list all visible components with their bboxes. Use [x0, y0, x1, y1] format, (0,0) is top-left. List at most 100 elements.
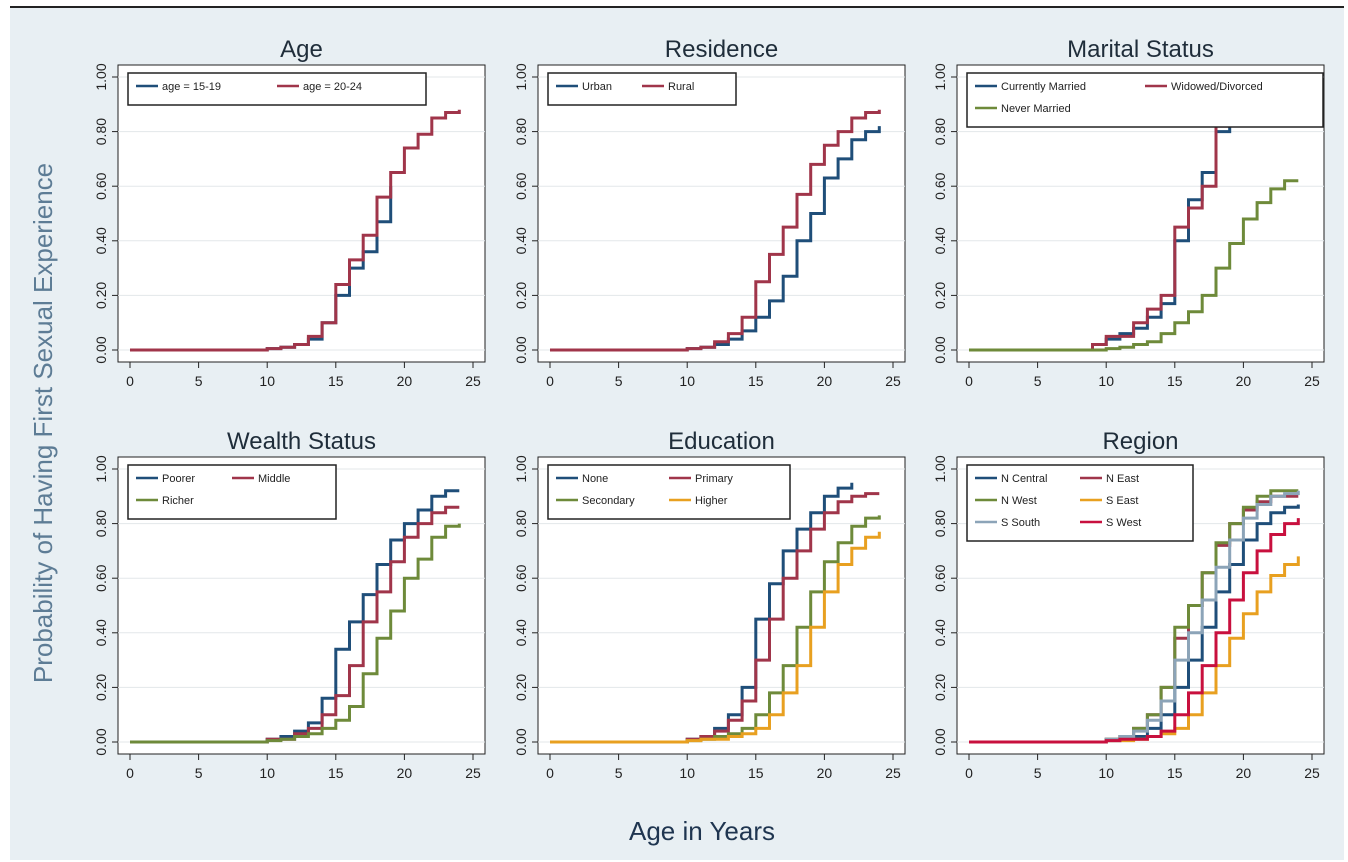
y-tick-label: 0.60: [513, 564, 529, 591]
y-tick-label: 1.00: [513, 455, 529, 482]
legend-label: N Central: [1001, 473, 1047, 485]
panel-title: Region: [1102, 428, 1178, 455]
x-tick-label: 15: [748, 373, 764, 389]
panel-4: 0.00 0.20 0.40 0.60 0.80 1.00 0 5 10 15 20 25 Wealth…: [93, 428, 485, 781]
chart-figure: Age in Years Probability of Having First…: [10, 8, 1344, 860]
panel-5: 0.00 0.20 0.40 0.60 0.80 1.00 0 5 10 15 20 25 Educat…: [513, 428, 905, 781]
y-tick-label: 0.40: [93, 227, 109, 254]
y-tick-label: 0.00: [513, 336, 529, 363]
panel-title: Marital Status: [1067, 36, 1214, 63]
legend-label: N West: [1001, 495, 1037, 507]
y-tick-label: 0.00: [513, 728, 529, 755]
x-tick-label: 15: [328, 765, 344, 781]
y-tick-label: 0.20: [932, 282, 948, 309]
y-tick-label: 0.60: [513, 172, 529, 199]
y-tick-label: 0.60: [932, 564, 948, 591]
legend-label: N East: [1106, 473, 1139, 485]
x-tick-label: 15: [748, 765, 764, 781]
panel-2: 0.00 0.20 0.40 0.60 0.80 1.00 0 5 10 15 20 25 Reside…: [513, 36, 905, 389]
x-tick-label: 0: [126, 765, 134, 781]
y-tick-label: 0.80: [932, 510, 948, 537]
panel-1: 0.000.200.400.600.801.000 5 10 15 20 25Ageage…: [93, 36, 485, 389]
y-tick-label: 0.40: [932, 619, 948, 646]
y-tick-label: 0.80: [93, 510, 109, 537]
legend-label: None: [582, 473, 608, 485]
legend-label: S South: [1001, 517, 1040, 529]
x-axis-title: Age in Years: [629, 816, 775, 846]
legend-label: S West: [1106, 517, 1141, 529]
y-tick-label: 0.80: [93, 118, 109, 145]
x-tick-label: 5: [615, 373, 623, 389]
y-tick-label: 0.00: [93, 336, 109, 363]
legend-label: Widowed/Divorced: [1171, 81, 1263, 93]
legend-label: Secondary: [582, 495, 635, 507]
x-tick-label: 5: [195, 373, 203, 389]
x-tick-label: 20: [817, 373, 833, 389]
x-tick-label: 20: [397, 373, 413, 389]
y-tick-label: 0.20: [932, 674, 948, 701]
x-tick-label: 0: [965, 373, 973, 389]
x-tick-label: 25: [465, 765, 481, 781]
x-tick-label: 15: [1167, 765, 1183, 781]
x-tick-label: 25: [465, 373, 481, 389]
x-tick-label: 15: [328, 373, 344, 389]
legend-label: S East: [1106, 495, 1138, 507]
x-tick-label: 20: [1236, 765, 1252, 781]
panel-title: Residence: [665, 36, 778, 63]
x-tick-label: 0: [126, 373, 134, 389]
y-tick-label: 1.00: [932, 63, 948, 90]
x-tick-label: 10: [1098, 765, 1114, 781]
y-tick-label: 0.40: [513, 619, 529, 646]
y-tick-label: 0.40: [93, 619, 109, 646]
legend-label: age = 15-19: [162, 81, 221, 93]
legend-label: Rural: [668, 81, 694, 93]
x-tick-label: 20: [397, 765, 413, 781]
y-axis-title: Probability of Having First Sexual Exper…: [28, 163, 58, 683]
legend-label: Urban: [582, 81, 612, 93]
x-tick-label: 5: [1034, 765, 1042, 781]
panel-6: 0.00 0.20 0.40 0.60 0.80 1.00 0 5 10 15 20 25 Region…: [932, 428, 1324, 781]
x-tick-label: 25: [885, 765, 901, 781]
x-tick-label: 15: [1167, 373, 1183, 389]
x-tick-label: 10: [1098, 373, 1114, 389]
legend-box: [128, 465, 336, 519]
legend-label: Primary: [695, 473, 733, 485]
x-tick-label: 0: [965, 765, 973, 781]
y-tick-label: 0.40: [932, 227, 948, 254]
y-tick-label: 1.00: [93, 63, 109, 90]
y-tick-label: 0.60: [93, 172, 109, 199]
legend-box: [548, 73, 736, 105]
x-tick-label: 25: [885, 373, 901, 389]
x-tick-label: 25: [1304, 373, 1320, 389]
x-tick-label: 25: [1304, 765, 1320, 781]
y-tick-label: 0.40: [513, 227, 529, 254]
x-tick-label: 10: [679, 373, 695, 389]
y-tick-label: 0.00: [932, 336, 948, 363]
x-tick-label: 0: [546, 765, 554, 781]
y-tick-label: 0.20: [93, 282, 109, 309]
legend-label: Higher: [695, 495, 728, 507]
x-tick-label: 5: [615, 765, 623, 781]
legend-label: Poorer: [162, 473, 195, 485]
legend-label: Middle: [258, 473, 290, 485]
y-tick-label: 0.00: [932, 728, 948, 755]
x-tick-label: 10: [679, 765, 695, 781]
x-tick-label: 20: [817, 765, 833, 781]
y-tick-label: 0.60: [93, 564, 109, 591]
y-tick-label: 0.00: [93, 728, 109, 755]
y-tick-label: 0.20: [513, 674, 529, 701]
x-tick-label: 5: [1034, 373, 1042, 389]
panel-title: Wealth Status: [227, 428, 376, 455]
figure: Age in Years Probability of Having First…: [10, 6, 1344, 860]
x-tick-label: 10: [259, 765, 275, 781]
y-tick-label: 0.60: [932, 172, 948, 199]
legend-label: Never Married: [1001, 103, 1071, 115]
legend-label: Richer: [162, 495, 194, 507]
y-tick-label: 1.00: [513, 63, 529, 90]
legend-label: Currently Married: [1001, 81, 1086, 93]
y-tick-label: 0.80: [513, 510, 529, 537]
y-tick-label: 1.00: [93, 455, 109, 482]
panel-title: Education: [668, 428, 775, 455]
panel-title: Age: [280, 36, 323, 63]
y-tick-label: 0.80: [513, 118, 529, 145]
